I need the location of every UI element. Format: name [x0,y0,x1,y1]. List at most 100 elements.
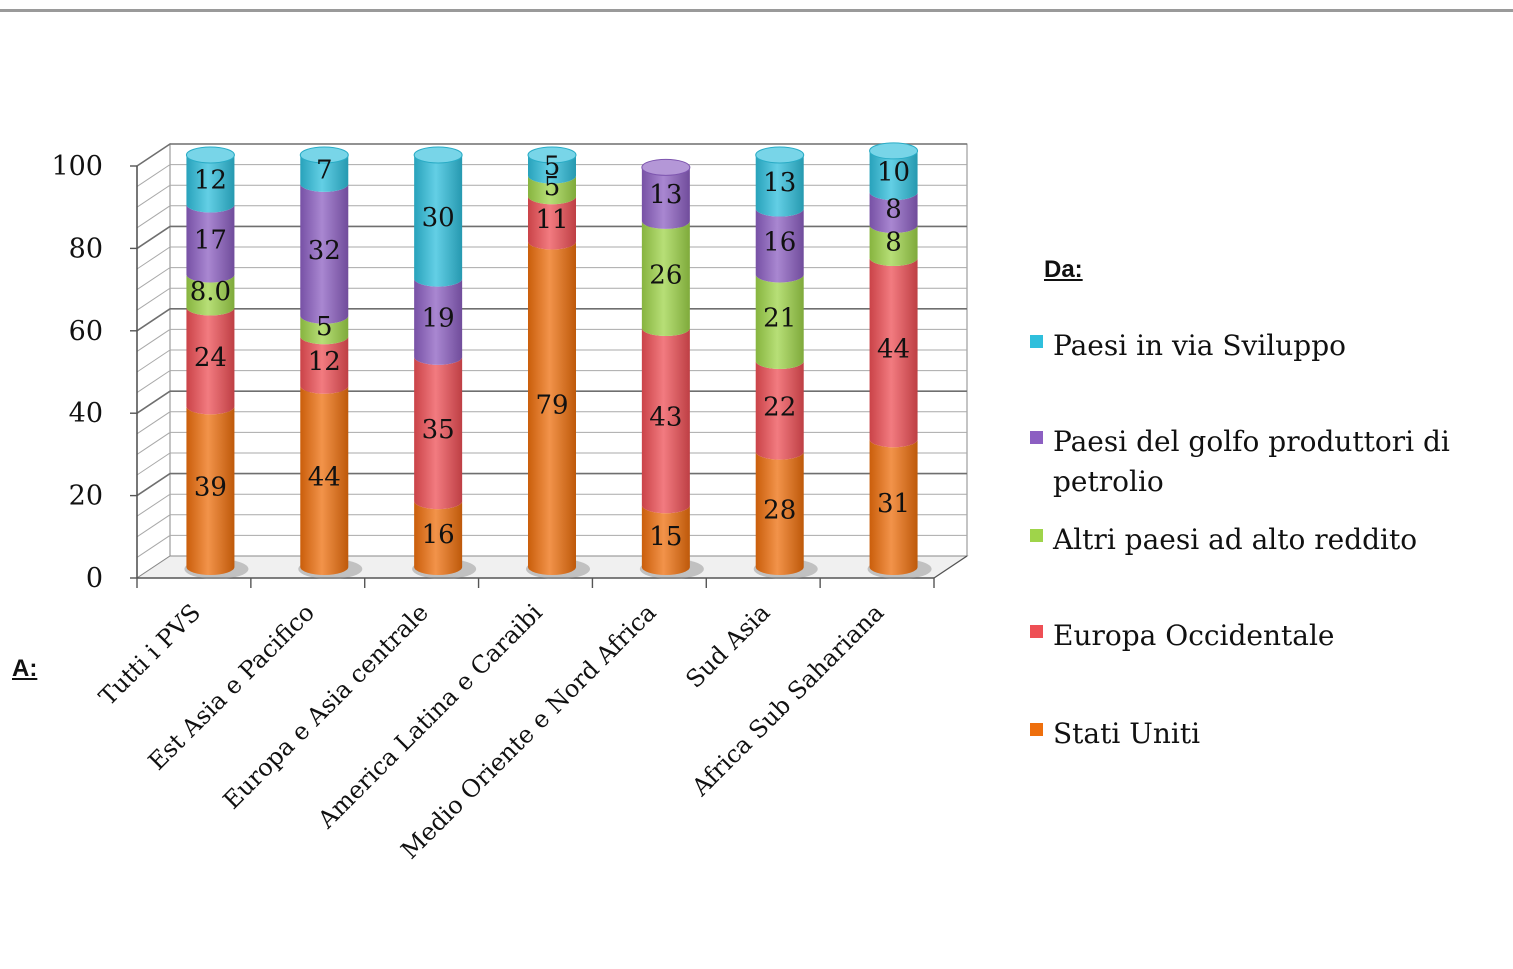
x-axis-prefix: A: [12,655,38,682]
data-label: 35 [422,415,455,445]
legend-item-stati-uniti: Stati Uniti [1030,714,1500,754]
data-label: 19 [422,304,455,334]
gridline [136,184,967,208]
bar-segment-stati-uniti [300,385,349,575]
gridline [136,349,967,373]
gridline [136,267,967,291]
data-label: 17 [194,225,227,255]
bar-top-cap [755,146,805,164]
data-label: 5 [544,151,561,181]
data-label: 7 [316,155,333,185]
bar-top-cap [413,146,463,164]
gridline [136,164,967,188]
bar-top-cap [185,146,235,164]
gridline [136,205,967,229]
legend-swatch [1030,431,1043,444]
top-divider [0,9,1513,12]
data-label: 5 [544,172,561,202]
gridline [136,493,967,517]
bar-segment-europa-occidentale [869,258,918,448]
legend-label: Stati Uniti [1053,717,1201,750]
legend-item-altri-paesi-alto-reddito: Altri paesi ad alto reddito [1030,520,1500,560]
bar-america-latina-e-caraibi [526,146,590,579]
data-label: 12 [194,166,227,196]
bar-segment-altri-paesi-ad-alto-reddito [300,315,349,345]
gridline [136,431,967,455]
data-label: 21 [763,304,796,334]
bar-top-cap [869,142,919,160]
bar-segment-altri-paesi-ad-alto-reddito [869,225,918,266]
gridline [136,143,967,167]
floor-edge [933,555,968,579]
y-tick-label: 40 [69,398,103,429]
y-tick-labels: 0 20 40 60 80 100 [51,151,103,594]
legend-item-paesi-in-via-sviluppo: Paesi in via Sviluppo [1030,326,1500,366]
y-tick-label: 100 [51,151,103,182]
x-tick-label: Europa e Asia centrale [218,598,434,814]
bar-segment-paesi-del-golfo-produttori-di-petrolio [186,204,235,283]
bar-est-asia-e-pacifico [298,146,363,579]
gridline [136,328,967,352]
x-tick-label: Medio Oriente e Nord Africa [396,598,662,864]
bar-top-cap [299,146,349,164]
bar-segment-stati-uniti [869,439,918,575]
gridline [136,287,967,311]
bar-segment-stati-uniti [528,241,576,575]
bar-segment-stati-uniti [186,406,235,575]
bar-segment-paesi-del-golfo-produttori-di-petrolio [300,183,349,324]
data-label: 43 [649,403,682,433]
gridline [136,452,967,476]
data-label: 16 [422,520,455,550]
bar-segment-europa-occidentale [414,356,463,510]
bar-segment-altri-paesi-ad-alto-reddito [755,274,804,369]
bar-segment-stati-uniti [641,505,690,575]
legend-swatch [1030,335,1043,348]
x-tick-label: Sud Asia [680,598,775,693]
data-label: 8 [885,228,902,258]
bar-segment-europa-occidentale [186,307,235,415]
bar-segment-stati-uniti [755,451,804,575]
data-label: 12 [308,347,341,377]
bar-segment-altri-paesi-ad-alto-reddito [641,220,690,337]
legend-item-paesi-del-golfo: Paesi del golfo produttori di petrolio [1030,422,1500,502]
legend-title: Da: [1044,256,1083,283]
bar-africa-sub-sahariana [867,142,932,579]
legend-swatch [1030,529,1043,542]
bar-segment-paesi-in-via-sviluppo [869,150,918,201]
legend-label: Paesi del golfo produttori di petrolio [1053,425,1450,498]
bar-europa-e-asia-centrale [412,146,477,579]
x-tick-label: America Latina e Caraibi [312,598,548,834]
data-label: 15 [649,522,682,552]
y-tick-label: 60 [69,316,103,347]
y-tick-label: 0 [86,563,103,594]
data-label: 44 [308,462,341,492]
bar-segment-paesi-del-golfo-produttori-di-petrolio [414,278,463,365]
bar-segment-paesi-del-golfo-produttori-di-petrolio [755,208,804,283]
y-tick-label: 20 [69,481,103,512]
gridlines [136,143,967,558]
gridline [136,225,967,250]
data-label: 11 [535,205,568,235]
data-label: 5 [316,312,333,342]
data-label: 8 [885,195,902,225]
x-tick-label: Africa Sub Sahariana [686,598,890,802]
gridline [136,307,967,332]
data-label: 13 [649,180,682,210]
bar-segment-paesi-in-via-sviluppo [186,155,235,213]
data-label: 22 [763,392,796,422]
y-tick-label: 80 [69,233,103,264]
bar-segment-stati-uniti [414,501,463,575]
gridline [136,514,967,538]
legend-item-europa-occidentale: Europa Occidentale [1030,616,1500,656]
data-labels: 39248.0171244125327163519307911551543261… [190,151,910,552]
legend-label: Paesi in via Sviluppo [1053,329,1346,362]
bar-tutti-i-pvs [184,146,249,579]
gridline [136,390,967,414]
bar-segment-europa-occidentale [528,196,576,250]
data-label: 39 [194,473,227,503]
axes [130,165,968,588]
gridline [136,534,967,558]
bar-segment-altri-paesi-ad-alto-reddito [186,274,235,316]
gridline [136,246,967,270]
